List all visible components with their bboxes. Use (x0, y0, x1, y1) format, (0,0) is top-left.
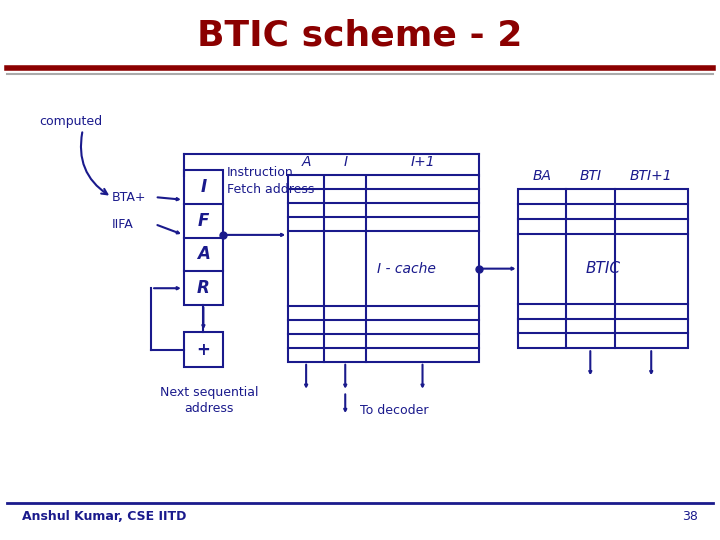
Text: BTI: BTI (580, 168, 601, 183)
Text: I - cache: I - cache (377, 262, 436, 275)
Text: Anshul Kumar, CSE IITD: Anshul Kumar, CSE IITD (22, 510, 186, 523)
Text: I+1: I+1 (410, 155, 435, 169)
Text: A: A (302, 155, 311, 169)
Text: R: R (197, 279, 210, 297)
Text: BTI+1: BTI+1 (630, 168, 672, 183)
Text: To decoder: To decoder (360, 404, 428, 417)
Bar (518, 189, 688, 348)
Text: BTIC scheme - 2: BTIC scheme - 2 (197, 18, 523, 52)
Text: BTA+: BTA+ (112, 191, 146, 204)
Text: Instruction
Fetch address: Instruction Fetch address (227, 166, 314, 196)
Text: I: I (200, 178, 207, 196)
Text: IIFA: IIFA (112, 218, 133, 231)
Bar (184, 170, 223, 305)
Bar (288, 176, 479, 362)
Text: F: F (198, 212, 209, 230)
Bar (184, 332, 223, 367)
Text: BTIC: BTIC (585, 261, 621, 276)
Text: Next sequential
address: Next sequential address (160, 386, 258, 415)
Text: 38: 38 (683, 510, 698, 523)
Text: A: A (197, 246, 210, 264)
Text: computed: computed (40, 115, 103, 128)
Text: BA: BA (533, 168, 552, 183)
Text: +: + (197, 341, 210, 359)
Text: I: I (343, 155, 347, 169)
